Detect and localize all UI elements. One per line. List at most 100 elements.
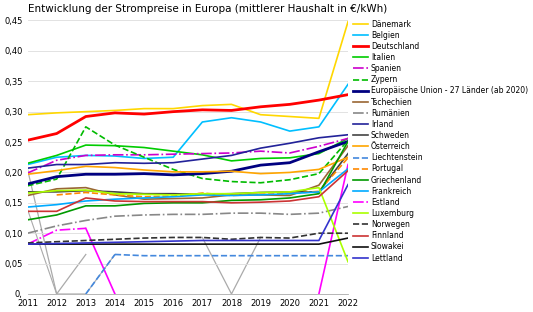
Italien — [199, 153, 206, 157]
Italien — [83, 143, 89, 147]
Tschechien — [83, 186, 89, 189]
Norwegen — [287, 236, 293, 240]
Europäische Union - 27 Länder (ab 2020) — [345, 139, 351, 143]
Griechenland — [83, 204, 89, 208]
Luxemburg — [316, 186, 322, 189]
Zypern — [287, 178, 293, 182]
Schweden — [141, 192, 147, 196]
Tschechien — [53, 187, 60, 191]
Slowakei — [112, 242, 118, 246]
Italien — [25, 161, 31, 165]
Norwegen — [257, 236, 264, 239]
Belgien — [316, 125, 322, 129]
Schweden — [170, 192, 176, 196]
Line: Europäische Union - 27 Länder (ab 2020): Europäische Union - 27 Länder (ab 2020) — [28, 141, 348, 184]
Tschechien — [228, 193, 235, 197]
Lettland — [25, 242, 31, 246]
Europäische Union - 27 Länder (ab 2020) — [141, 172, 147, 176]
Slowakei — [257, 242, 264, 246]
Zypern — [345, 138, 351, 142]
Griechenland — [316, 192, 322, 196]
Luxemburg — [25, 191, 31, 195]
Line: Griechenland: Griechenland — [28, 141, 348, 220]
Slowakei — [25, 242, 31, 246]
Österreich — [25, 173, 31, 176]
Europäische Union - 27 Länder (ab 2020) — [25, 182, 31, 186]
Luxemburg — [257, 191, 264, 194]
Schweden — [228, 192, 235, 196]
Liechtenstein — [345, 254, 351, 258]
Frankreich — [316, 190, 322, 194]
Deutschland — [112, 111, 118, 115]
Zypern — [53, 177, 60, 181]
Lettland — [199, 239, 206, 242]
Belgien — [83, 154, 89, 157]
Österreich — [83, 164, 89, 168]
Line: Lettland: Lettland — [28, 185, 348, 244]
Portugal — [257, 193, 264, 196]
Österreich — [316, 168, 322, 171]
Finnland — [316, 195, 322, 199]
Line: Schweden: Schweden — [28, 154, 348, 194]
Liechtenstein — [112, 253, 118, 256]
Liechtenstein — [141, 254, 147, 258]
Frankreich — [53, 203, 60, 207]
Zypern — [257, 181, 264, 185]
Belgien — [112, 154, 118, 158]
Irland — [316, 136, 322, 140]
Lettland — [316, 239, 322, 242]
Line: Deutschland: Deutschland — [28, 95, 348, 140]
Norwegen — [53, 240, 60, 244]
Spanien — [170, 152, 176, 156]
Irland — [170, 161, 176, 164]
Europäische Union - 27 Länder (ab 2020) — [316, 150, 322, 154]
Lettland — [228, 239, 235, 242]
Finnland — [199, 200, 206, 203]
Italien — [112, 144, 118, 148]
Liechtenstein — [257, 254, 264, 258]
Line: Rumänien: Rumänien — [28, 207, 348, 233]
Belgien — [141, 157, 147, 160]
Schweden — [112, 190, 118, 194]
Finnland — [228, 201, 235, 205]
Luxemburg — [83, 188, 89, 192]
Italien — [287, 156, 293, 160]
Irland — [257, 146, 264, 150]
Finnland — [345, 169, 351, 173]
Norwegen — [170, 236, 176, 239]
Spanien — [345, 137, 351, 140]
Rumänien — [345, 205, 351, 208]
Zypern — [112, 143, 118, 147]
Schweden — [287, 190, 293, 194]
Griechenland — [53, 213, 60, 217]
Irland — [228, 154, 235, 157]
Lettland — [83, 241, 89, 245]
Schweden — [53, 190, 60, 194]
Spanien — [316, 144, 322, 148]
Tschechien — [112, 193, 118, 197]
Irland — [287, 141, 293, 145]
Belgien — [287, 129, 293, 133]
Liechtenstein — [287, 254, 293, 258]
Spanien — [53, 158, 60, 162]
Lettland — [112, 241, 118, 244]
Schweden — [199, 193, 206, 196]
Estland — [83, 227, 89, 230]
Finnland — [112, 199, 118, 203]
Slowakei — [228, 242, 235, 246]
Rumänien — [199, 212, 206, 216]
Line: Italien: Italien — [28, 139, 348, 163]
Luxemburg — [345, 260, 351, 264]
Griechenland — [287, 196, 293, 200]
Frankreich — [112, 197, 118, 201]
Portugal — [170, 194, 176, 198]
Griechenland — [170, 201, 176, 205]
Europäische Union - 27 Länder (ab 2020) — [83, 173, 89, 176]
Belgien — [345, 82, 351, 86]
Deutschland — [228, 109, 235, 112]
Line: Belgien: Belgien — [28, 84, 348, 164]
Griechenland — [199, 201, 206, 205]
Österreich — [228, 169, 235, 173]
Luxemburg — [53, 189, 60, 193]
Dänemark — [199, 104, 206, 107]
